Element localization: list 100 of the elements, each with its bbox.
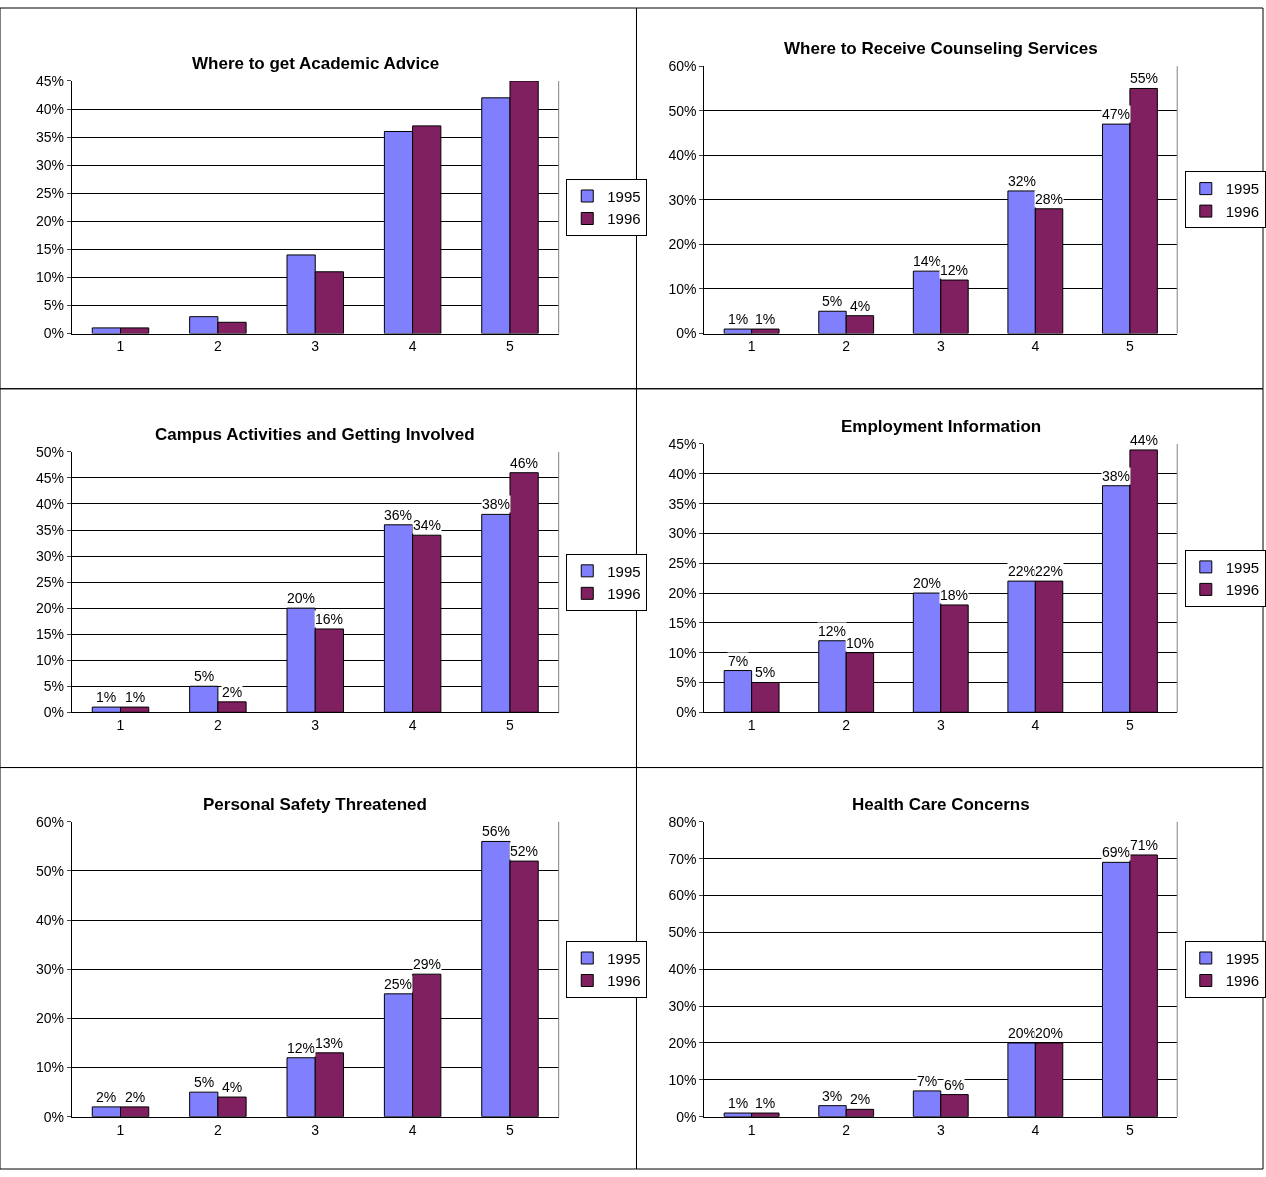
data-label: 13% <box>315 1035 344 1051</box>
y-tick-label: 0% <box>676 704 697 721</box>
data-label: 10% <box>846 635 875 651</box>
data-label: 46% <box>510 455 539 471</box>
data-label: 1% <box>125 689 146 705</box>
legend-label: 1995 <box>607 187 641 205</box>
y-tick-label: 0% <box>43 704 65 721</box>
y-tick-label: 5% <box>676 674 697 691</box>
y-tick-label: 20% <box>668 236 697 253</box>
data-label: 20% <box>913 575 942 591</box>
data-label: 12% <box>940 262 969 278</box>
y-tick-label: 10% <box>668 1071 697 1088</box>
y-tick-label: 35% <box>36 521 65 538</box>
x-tick-label: 2 <box>842 717 851 734</box>
data-label: 32% <box>1008 173 1037 189</box>
y-tick-label: 40% <box>668 961 697 978</box>
y-tick-label: 5% <box>43 297 65 314</box>
data-label: 29% <box>413 956 442 972</box>
x-tick-label: 2 <box>213 717 222 734</box>
y-tick-label: 10% <box>36 1059 65 1076</box>
y-tick-label: 20% <box>668 1034 697 1051</box>
y-tick-label: 45% <box>36 72 65 89</box>
legend-label: 1996 <box>607 585 641 603</box>
y-tick-label: 50% <box>668 924 697 941</box>
legend-label: 1995 <box>607 562 641 580</box>
legend-label: 1996 <box>1225 972 1260 990</box>
data-label: 25% <box>384 976 413 992</box>
data-label: 7% <box>917 1073 938 1089</box>
y-tick-label: 70% <box>668 850 697 867</box>
x-tick-label: 1 <box>747 717 756 734</box>
chart-title: Campus Activities and Getting Involved <box>155 425 475 444</box>
y-tick-label: 10% <box>668 280 697 297</box>
y-tick-label: 0% <box>43 1108 65 1125</box>
y-tick-label: 50% <box>668 102 697 119</box>
x-tick-label: 1 <box>747 338 756 355</box>
data-label: 2% <box>96 1089 117 1105</box>
y-tick-label: 40% <box>668 465 697 482</box>
y-tick-label: 0% <box>43 325 65 342</box>
data-label: 12% <box>818 623 847 639</box>
y-tick-label: 40% <box>36 495 65 512</box>
legend-label: 1996 <box>607 972 641 990</box>
y-tick-label: 15% <box>36 626 65 643</box>
data-label: 4% <box>222 1079 243 1095</box>
data-label: 18% <box>940 587 969 603</box>
data-label: 38% <box>482 496 511 512</box>
data-label: 38% <box>1102 468 1131 484</box>
y-tick-label: 30% <box>36 547 65 564</box>
y-tick-label: 25% <box>36 185 65 202</box>
data-label: 2% <box>222 684 243 700</box>
data-label: 1% <box>728 1095 749 1111</box>
data-label: 44% <box>1130 432 1159 448</box>
data-label: 34% <box>413 517 442 533</box>
y-tick-label: 35% <box>36 129 65 146</box>
data-label: 52% <box>510 843 539 859</box>
y-tick-label: 35% <box>668 495 697 512</box>
x-tick-label: 1 <box>116 1121 125 1138</box>
data-label: 5% <box>194 1074 215 1090</box>
x-tick-label: 3 <box>936 1121 945 1138</box>
legend-label: 1995 <box>1225 949 1260 967</box>
data-label: 2% <box>125 1089 146 1105</box>
data-label: 47% <box>1102 106 1131 122</box>
x-tick-label: 5 <box>1126 717 1135 734</box>
data-label: 16% <box>315 611 344 627</box>
y-tick-label: 60% <box>36 813 65 830</box>
y-tick-label: 50% <box>36 443 65 460</box>
data-label: 55% <box>1130 70 1159 86</box>
data-label: 14% <box>913 253 942 269</box>
y-tick-label: 25% <box>36 573 65 590</box>
y-tick-label: 20% <box>36 600 65 617</box>
y-tick-label: 0% <box>676 1108 697 1125</box>
data-label: 1% <box>96 689 117 705</box>
x-tick-label: 5 <box>1126 1121 1135 1138</box>
legend-label: 1996 <box>1225 202 1260 220</box>
y-tick-label: 45% <box>36 469 65 486</box>
chart-title: Employment Information <box>841 417 1042 436</box>
x-tick-label: 1 <box>116 338 125 355</box>
x-tick-label: 1 <box>747 1121 756 1138</box>
chart-title: Health Care Concerns <box>852 795 1030 814</box>
legend-label: 1996 <box>607 210 641 228</box>
y-tick-label: 15% <box>668 614 697 631</box>
data-label: 7% <box>728 653 749 669</box>
x-tick-label: 5 <box>506 1121 515 1138</box>
x-tick-label: 2 <box>842 1121 851 1138</box>
y-tick-label: 40% <box>668 147 697 164</box>
y-tick-label: 10% <box>668 644 697 661</box>
x-tick-label: 1 <box>116 717 125 734</box>
x-tick-label: 5 <box>506 717 515 734</box>
x-tick-label: 2 <box>213 338 222 355</box>
y-tick-label: 40% <box>36 100 65 117</box>
x-tick-label: 3 <box>311 1121 320 1138</box>
x-tick-label: 5 <box>1126 338 1135 355</box>
data-label: 36% <box>384 507 413 523</box>
y-tick-label: 20% <box>36 1010 65 1027</box>
data-label: 1% <box>728 311 749 327</box>
data-label: 4% <box>850 298 871 314</box>
y-tick-label: 30% <box>36 961 65 978</box>
y-tick-label: 40% <box>36 912 65 928</box>
data-label: 20% <box>287 590 316 606</box>
data-label: 5% <box>755 664 776 680</box>
x-tick-label: 5 <box>506 338 515 355</box>
